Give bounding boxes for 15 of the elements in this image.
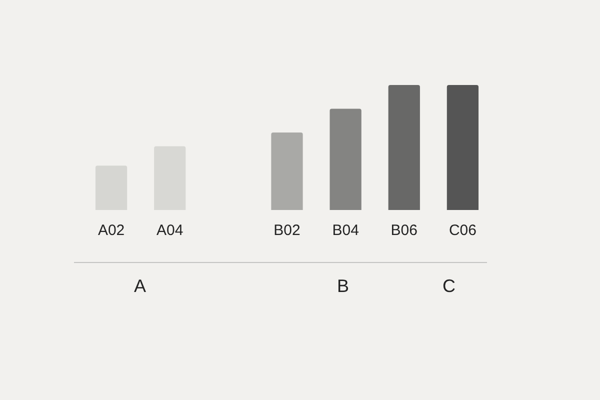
x-tick-label: B04 <box>332 222 359 240</box>
text: B <box>336 276 350 296</box>
bar <box>330 108 362 210</box>
x-tick-label: C06 <box>448 222 476 240</box>
bar <box>154 146 186 210</box>
text: C <box>442 276 456 296</box>
text: A <box>134 276 146 296</box>
x-tick-label: A02 <box>98 222 125 240</box>
bar <box>446 85 479 210</box>
bar <box>388 85 420 210</box>
bar <box>271 132 303 210</box>
x-tick-label: B06 <box>390 222 418 240</box>
bar <box>95 166 128 210</box>
x-tick-label: B02 <box>274 222 300 240</box>
x-tick-label: A04 <box>156 222 184 240</box>
